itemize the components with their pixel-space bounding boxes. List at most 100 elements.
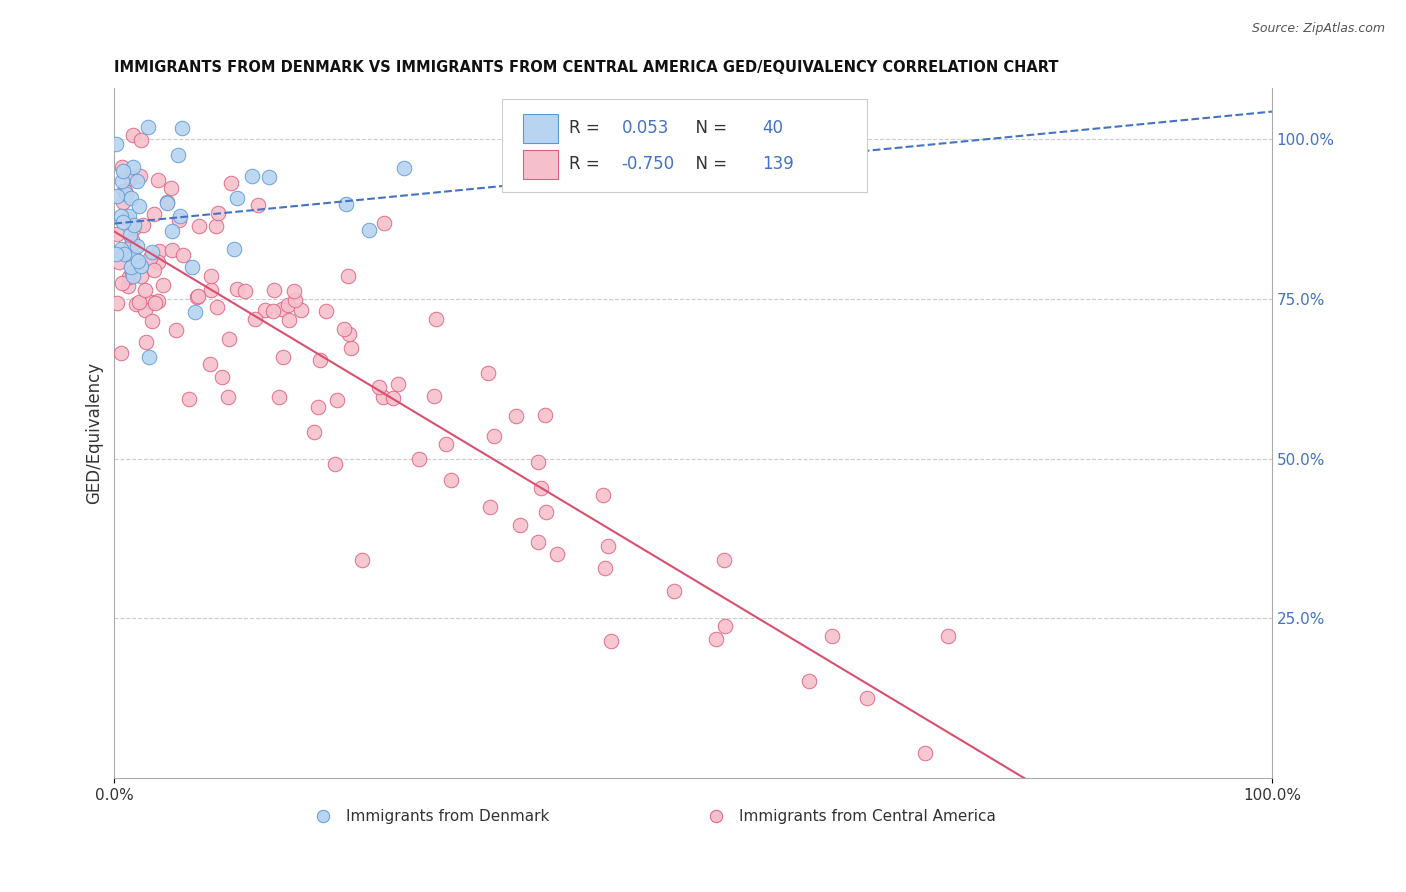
- Point: [714, 619, 737, 633]
- Point: [124, 218, 146, 232]
- Point: [165, 323, 187, 337]
- Point: [257, 170, 280, 185]
- Point: [283, 284, 305, 298]
- Point: [127, 253, 149, 268]
- Point: [118, 227, 141, 242]
- Point: [121, 233, 143, 247]
- Point: [128, 199, 150, 213]
- Point: [217, 390, 239, 404]
- Point: [277, 298, 299, 312]
- Point: [222, 242, 245, 256]
- Point: [112, 184, 135, 198]
- Point: [152, 278, 174, 293]
- Point: [219, 176, 242, 190]
- Point: [309, 352, 332, 367]
- Point: [284, 293, 307, 308]
- Point: [145, 295, 167, 310]
- Point: [156, 194, 179, 209]
- Point: [713, 553, 735, 567]
- Point: [105, 295, 128, 310]
- Point: [243, 312, 266, 326]
- Point: [218, 332, 240, 346]
- Point: [128, 169, 150, 183]
- Point: [128, 295, 150, 310]
- Point: [114, 186, 136, 201]
- Point: [125, 297, 148, 311]
- Point: [200, 358, 222, 372]
- Point: [425, 311, 447, 326]
- Point: [129, 259, 152, 273]
- Point: [290, 302, 312, 317]
- Point: [187, 289, 209, 303]
- Point: [170, 121, 193, 136]
- Point: [111, 276, 134, 290]
- Point: [129, 133, 152, 147]
- Point: [148, 244, 170, 258]
- Point: [936, 629, 959, 643]
- Point: [270, 301, 292, 316]
- Point: [797, 674, 820, 689]
- Point: [337, 327, 360, 342]
- Point: [339, 341, 361, 355]
- Point: [408, 451, 430, 466]
- Point: [107, 255, 129, 269]
- Point: [120, 239, 142, 253]
- Point: [434, 437, 457, 451]
- Point: [335, 197, 357, 211]
- Point: [596, 540, 619, 554]
- Point: [482, 429, 505, 443]
- Point: [479, 500, 502, 515]
- Point: [269, 390, 291, 404]
- Point: [141, 314, 163, 328]
- Point: [148, 173, 170, 187]
- Text: Immigrants from Central America: Immigrants from Central America: [740, 809, 997, 823]
- Point: [509, 518, 531, 533]
- Point: [392, 161, 415, 175]
- Point: [186, 290, 208, 304]
- Text: IMMIGRANTS FROM DENMARK VS IMMIGRANTS FROM CENTRAL AMERICA GED/EQUIVALENCY CORRE: IMMIGRANTS FROM DENMARK VS IMMIGRANTS FR…: [114, 60, 1059, 75]
- Point: [104, 247, 127, 261]
- Point: [118, 240, 141, 254]
- Point: [373, 216, 395, 230]
- Point: [704, 632, 727, 647]
- Point: [505, 409, 527, 423]
- Point: [121, 264, 143, 278]
- Point: [117, 211, 139, 226]
- Point: [387, 377, 409, 392]
- Point: [160, 181, 183, 195]
- Point: [125, 239, 148, 253]
- Point: [134, 302, 156, 317]
- Point: [156, 196, 179, 211]
- Point: [312, 806, 335, 821]
- Point: [226, 191, 249, 205]
- Point: [131, 219, 153, 233]
- Point: [271, 350, 294, 364]
- Point: [167, 148, 190, 162]
- Point: [855, 691, 877, 706]
- Point: [114, 184, 136, 198]
- Text: N =: N =: [685, 120, 733, 137]
- Point: [172, 248, 194, 262]
- Point: [225, 282, 247, 296]
- Point: [307, 400, 329, 414]
- Point: [423, 389, 446, 403]
- Point: [534, 408, 557, 422]
- Point: [262, 303, 284, 318]
- Point: [184, 305, 207, 319]
- Point: [122, 250, 145, 264]
- Point: [169, 209, 191, 223]
- Point: [120, 191, 142, 205]
- Point: [136, 120, 159, 134]
- Point: [146, 255, 169, 269]
- Point: [180, 260, 202, 274]
- Text: 40: 40: [762, 120, 783, 137]
- Point: [600, 634, 623, 648]
- Point: [254, 303, 277, 318]
- Text: R =: R =: [569, 120, 606, 137]
- Point: [112, 215, 135, 229]
- Point: [141, 244, 163, 259]
- Point: [187, 219, 209, 233]
- Point: [371, 390, 394, 404]
- Text: N =: N =: [685, 155, 733, 173]
- Text: 139: 139: [762, 155, 794, 173]
